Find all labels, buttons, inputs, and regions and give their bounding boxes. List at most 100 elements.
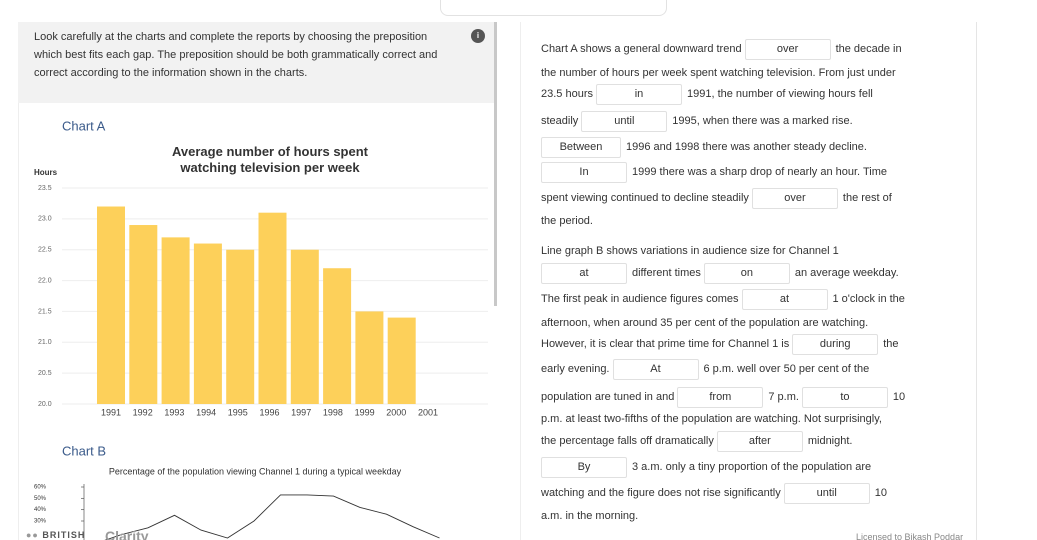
report-text: the decade in xyxy=(835,43,902,55)
answer-box[interactable]: at xyxy=(541,262,627,284)
answer-box[interactable]: At xyxy=(612,358,699,380)
charts: Chart A Average number of hours spent watc… xyxy=(34,118,488,540)
y-tick-label: 20.5 xyxy=(38,370,52,377)
report-line: In 1999 there was a sharp drop of nearly … xyxy=(541,161,887,183)
top-tab xyxy=(440,0,667,16)
report-text: 1995, when there was a marked rise. xyxy=(672,115,853,127)
x-tick-label: 1994 xyxy=(196,407,216,417)
report-line: the percentage falls off dramatically aft… xyxy=(541,430,853,452)
answer-box[interactable]: until xyxy=(581,110,668,132)
report-text: 3 a.m. only a tiny proportion of the pop… xyxy=(632,461,872,473)
logo-2: Clarity xyxy=(105,528,149,540)
report-text: However, it is clear that prime time for… xyxy=(541,338,790,350)
report-line: By 3 a.m. only a tiny proportion of the p… xyxy=(541,456,872,478)
report-line: steadily until 1995, when there was a mark… xyxy=(541,110,853,132)
report-line: early evening. At 6 p.m. well over 50 per … xyxy=(541,358,869,380)
report-text: an average weekday. xyxy=(794,267,899,279)
y-tick-label: 23.5 xyxy=(38,185,52,192)
bar xyxy=(193,243,222,404)
report-text: 23.5 hours xyxy=(541,88,593,100)
x-tick-label: 1996 xyxy=(259,407,279,417)
report-text: spent viewing continued to decline stead… xyxy=(541,192,749,204)
report-text: the percentage falls off dramatically xyxy=(541,435,714,447)
bar xyxy=(387,317,416,404)
y-tick-label: 40% xyxy=(34,507,47,513)
logo-text: BRITISH xyxy=(42,530,86,540)
report-text: a.m. in the morning. xyxy=(541,510,639,522)
y-tick-label: 20.0 xyxy=(38,401,52,408)
y-tick-label: 30% xyxy=(34,519,47,525)
x-tick-label: 1999 xyxy=(355,407,375,417)
report-text: 10 xyxy=(892,391,906,403)
bar xyxy=(258,212,287,404)
report-text: the rest of xyxy=(842,192,892,204)
answer-box[interactable]: until xyxy=(783,482,870,504)
answer-box[interactable]: from xyxy=(677,386,764,408)
report-text: watching and the figure does not rise si… xyxy=(541,487,781,499)
answer-box[interactable]: during xyxy=(792,333,879,355)
report-text: 1 o'clock in the xyxy=(832,293,905,305)
report-line: 23.5 hours in 1991, the number of viewing … xyxy=(541,83,873,105)
answer-box[interactable]: on xyxy=(703,262,790,284)
chart-label: Chart B xyxy=(62,443,106,458)
report-text: afternoon, when around 35 per cent of th… xyxy=(541,317,869,329)
info-icon[interactable]: i xyxy=(471,29,485,43)
report-text: the period. xyxy=(541,215,593,227)
answer-box[interactable]: to xyxy=(801,386,888,408)
y-tick-label: 22.0 xyxy=(38,277,52,284)
report-line: p.m. at least two-fifths of the populati… xyxy=(541,409,882,429)
report-text: 10 xyxy=(874,487,887,499)
report-line: Line graph B shows variations in audienc… xyxy=(541,241,839,261)
x-tick-label: 1991 xyxy=(101,407,121,417)
answer-box[interactable]: over xyxy=(751,187,838,209)
report-line: Chart A shows a general downward trend ov… xyxy=(541,38,902,60)
answer-box[interactable]: In xyxy=(541,161,627,183)
bar xyxy=(355,311,384,404)
answer-box[interactable]: at xyxy=(741,288,828,310)
report-line: watching and the figure does not rise si… xyxy=(541,482,887,504)
line-series xyxy=(104,494,440,540)
report-line: afternoon, when around 35 per cent of th… xyxy=(541,313,868,333)
x-tick-label: 1995 xyxy=(228,407,248,417)
bar xyxy=(290,249,319,404)
report-line: Between 1996 and 1998 there was another s… xyxy=(541,136,867,158)
y-tick-label: 60% xyxy=(34,485,47,491)
report-line: However, it is clear that prime time for… xyxy=(541,333,899,355)
chart-title: Percentage of the population viewing Cha… xyxy=(109,466,402,476)
license: Licensed to Bikash Poddar xyxy=(856,532,964,540)
x-tick-label: 1993 xyxy=(164,407,184,417)
report-text: the xyxy=(883,338,899,350)
answer-box[interactable]: over xyxy=(744,38,831,60)
answer-box[interactable]: after xyxy=(716,430,803,452)
scrollbar[interactable] xyxy=(494,22,497,306)
chart-title: Average number of hours spent watching te… xyxy=(172,144,369,175)
report-text: midnight. xyxy=(807,435,853,447)
report-text: 1991, the number of viewing hours fell xyxy=(686,88,873,100)
x-tick-label: 2000 xyxy=(386,407,406,417)
answer-box[interactable]: Between xyxy=(541,136,621,158)
x-tick-label: 1992 xyxy=(133,407,153,417)
y-tick-label: 50% xyxy=(34,496,47,502)
report-text: The first peak in audience figures comes xyxy=(541,293,739,305)
bar xyxy=(129,225,158,404)
answer-box[interactable]: By xyxy=(541,456,627,478)
report-text: 1996 and 1998 there was another steady d… xyxy=(626,141,867,153)
chart-label: Chart A xyxy=(62,118,106,133)
logo: ●● BRITISH xyxy=(26,530,86,540)
bar xyxy=(97,206,125,404)
report-line: at different times on an average weekday. xyxy=(541,262,899,284)
report-text: 7 p.m. xyxy=(768,391,799,403)
bar xyxy=(161,237,190,404)
report-line: population are tuned in and from 7 p.m. to 1… xyxy=(541,386,906,408)
y-tick-label: 23.0 xyxy=(38,216,52,223)
answer-box[interactable]: in xyxy=(595,83,682,105)
report-line: a.m. in the morning. xyxy=(541,506,638,526)
report-text: 1999 there was a sharp drop of nearly an… xyxy=(632,166,887,178)
report-text: the number of hours per week spent watch… xyxy=(541,67,896,79)
report-text: p.m. at least two-fifths of the populati… xyxy=(541,413,882,425)
report-line: the period. xyxy=(541,211,593,231)
bar xyxy=(323,268,352,404)
instructions: Look carefully at the charts and complet… xyxy=(34,31,438,79)
y-tick-label: 21.0 xyxy=(38,339,52,346)
